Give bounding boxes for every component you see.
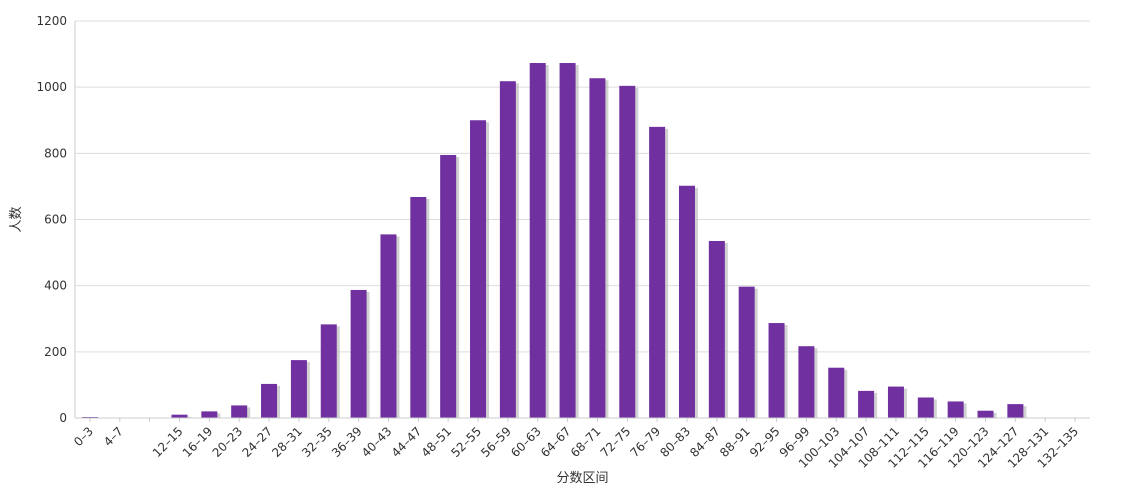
bar[interactable] [828,367,845,418]
x-tick-label: 68–71 [568,424,604,460]
x-tick-label: 44–47 [389,424,425,460]
x-tick-label: 80–83 [657,424,693,460]
x-tick-label: 12–15 [150,424,186,460]
bar[interactable] [499,81,516,418]
bar[interactable] [261,383,278,418]
bar[interactable] [708,241,725,418]
x-tick-label: 32–35 [299,424,335,460]
bar[interactable] [1007,404,1024,418]
y-tick-label: 1200 [36,14,67,28]
bar[interactable] [320,324,337,418]
x-tick-label: 64–67 [538,424,574,460]
x-tick-label: 84–87 [687,424,723,460]
x-tick-label: 16–19 [180,424,216,460]
x-tick-label: 0–3 [71,424,96,449]
bar[interactable] [798,346,815,418]
bar[interactable] [858,390,875,418]
bar[interactable] [649,126,666,418]
x-tick-label: 20–23 [210,424,246,460]
y-tick-label: 1000 [36,80,67,94]
y-tick-label: 800 [44,146,67,160]
bar[interactable] [977,410,994,418]
x-tick-label: 92–95 [747,424,783,460]
bar[interactable] [290,360,307,418]
x-tick-label: 4–7 [101,424,126,449]
x-tick-label: 76–79 [628,424,664,460]
gridlines [75,20,1090,353]
bars [81,63,1027,419]
y-tick-label: 400 [44,279,67,293]
x-tick-label: 56–59 [478,424,514,460]
x-tick-label: 48–51 [419,424,455,460]
x-tick-label: 52–55 [448,424,484,460]
x-tick-label: 88–91 [717,424,753,460]
x-axis-title: 分数区间 [556,471,608,486]
bar[interactable] [201,411,218,418]
bar[interactable] [171,414,188,418]
bar[interactable] [380,234,397,418]
y-tick-label: 600 [44,213,67,227]
bar[interactable] [440,154,457,419]
bar[interactable] [350,289,367,418]
bar[interactable] [917,397,934,418]
x-tick-label: 24–27 [239,424,275,460]
bar[interactable] [678,185,695,418]
bar[interactable] [559,63,576,418]
y-tick-label: 200 [44,345,67,359]
bar[interactable] [947,401,964,418]
bar[interactable] [589,78,606,419]
x-tick-label: 60–63 [508,424,544,460]
bar[interactable] [231,405,248,418]
x-tick-label: 40–43 [359,424,395,460]
x-tick-label: 28–31 [269,424,305,460]
x-tick-label: 72–75 [598,424,634,460]
bar[interactable] [887,386,904,418]
bar[interactable] [470,120,487,418]
y-tick-label: 0 [59,411,67,425]
bar[interactable] [768,323,785,418]
bar[interactable] [619,85,636,419]
x-tick-label: 36–39 [329,424,365,460]
bar[interactable] [410,197,427,418]
bar[interactable] [529,63,546,418]
y-axis-title: 人数 [9,206,24,232]
bar[interactable] [738,286,755,418]
